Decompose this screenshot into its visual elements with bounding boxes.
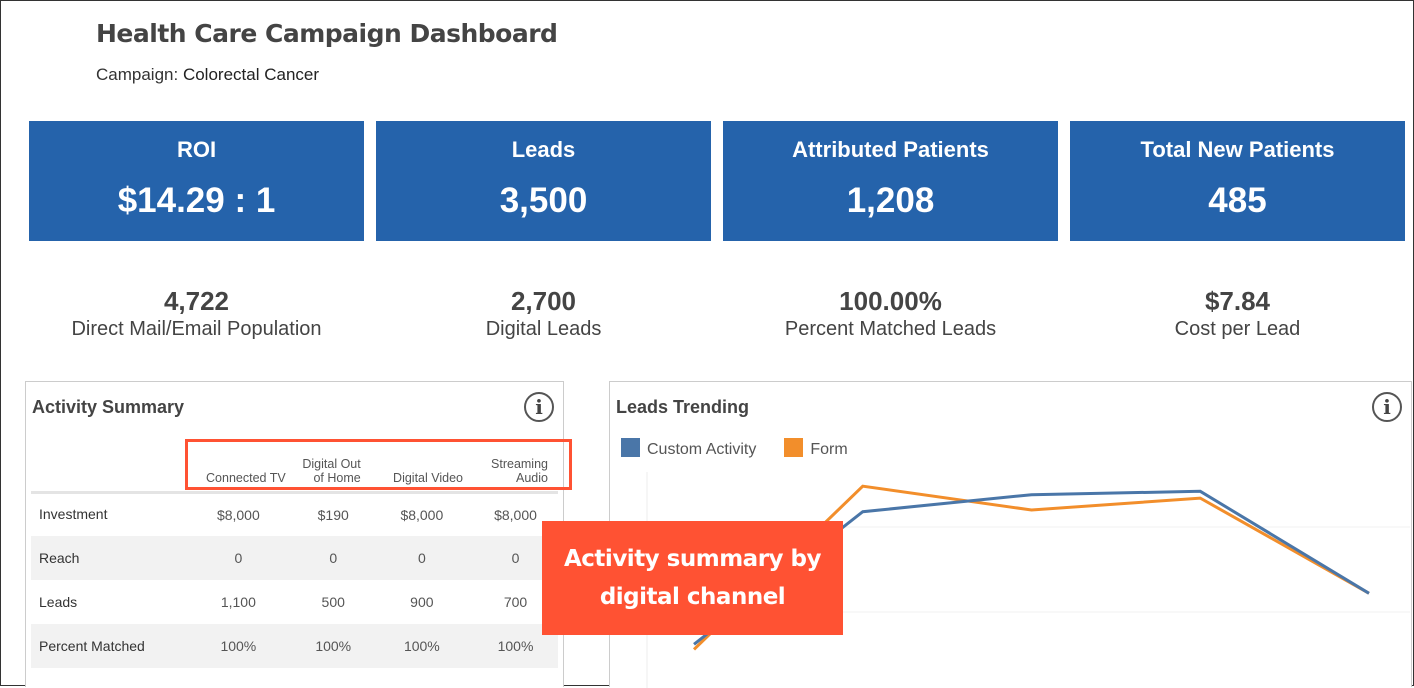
info-icon[interactable]: i — [1372, 392, 1402, 422]
cell: 900 — [410, 594, 434, 610]
campaign-value: Colorectal Cancer — [182, 65, 320, 84]
table-row: Leads 1,100 500 900 700 — [31, 580, 558, 624]
cell: 0 — [295, 536, 371, 580]
kpi-roi: ROI $14.29 : 1 — [29, 121, 364, 241]
panel-title: Leads Trending — [616, 397, 750, 417]
cell: $8,000 — [494, 506, 537, 523]
cell: $8,000 — [400, 506, 444, 523]
column-header: Connected TV — [181, 437, 296, 494]
kpi-label: Attributed Patients — [792, 137, 989, 162]
stat-direct-mail: 4,722 Direct Mail/Email Population — [29, 286, 364, 341]
cell: $190 — [317, 506, 349, 523]
legend-swatch — [784, 438, 804, 457]
activity-table: Connected TV Digital Out of Home Digital… — [31, 437, 558, 668]
panel-title: Activity Summary — [32, 397, 185, 417]
kpi-value: 1,208 — [846, 181, 935, 220]
cell: $8,000 — [216, 506, 260, 523]
page-title: Health Care Campaign Dashboard — [96, 19, 558, 48]
legend-item[interactable]: Custom Activity — [621, 438, 756, 459]
row-label: Leads — [39, 593, 78, 610]
stat-label: Direct Mail/Email Population — [71, 318, 322, 340]
column-header: Digital Video — [370, 437, 473, 494]
legend-label: Form — [810, 441, 848, 458]
cell: 1,100 — [220, 594, 256, 610]
column-header: Digital Out of Home — [295, 437, 371, 494]
stat-cost-per-lead: $7.84 Cost per Lead — [1070, 286, 1405, 341]
stat-percent-matched: 100.00% Percent Matched Leads — [723, 286, 1058, 341]
column-header: Streaming Audio — [473, 437, 558, 494]
legend-label: Custom Activity — [647, 441, 757, 458]
stat-value: $7.84 — [1204, 286, 1271, 316]
stat-value: 4,722 — [163, 286, 230, 316]
stat-label: Digital Leads — [485, 318, 602, 340]
table-row: Investment $8,000 $190 $8,000 $8,000 — [31, 492, 558, 536]
highlight-box — [185, 439, 572, 490]
kpi-attributed-patients: Attributed Patients 1,208 — [723, 121, 1058, 241]
chart-legend: Custom Activity Form — [621, 438, 848, 459]
cell: 700 — [503, 594, 528, 610]
kpi-label: Leads — [511, 137, 576, 162]
stat-digital-leads: 2,700 Digital Leads — [376, 286, 711, 341]
legend-item[interactable]: Form — [784, 438, 848, 459]
annotation-callout: Activity summary by digital channel — [542, 521, 843, 635]
cell: 100% — [295, 624, 371, 668]
cell: 0 — [181, 536, 296, 580]
cell: 0 — [370, 536, 473, 580]
row-label: Investment — [39, 506, 108, 523]
cell: 100% — [181, 624, 296, 668]
stat-value: 2,700 — [510, 286, 577, 316]
cell: 500 — [321, 594, 345, 610]
stat-label: Percent Matched Leads — [784, 318, 997, 340]
row-label: Reach — [31, 536, 181, 580]
kpi-value: 3,500 — [499, 181, 588, 220]
campaign-line: Campaign: Colorectal Cancer — [96, 65, 319, 85]
stat-value: 100.00% — [839, 286, 942, 316]
table-row: Percent Matched 100% 100% 100% 100% — [31, 624, 558, 668]
kpi-leads: Leads 3,500 — [376, 121, 711, 241]
kpi-value: 485 — [1208, 181, 1267, 220]
table-row: Reach 0 0 0 0 — [31, 536, 558, 580]
kpi-label: Total New Patients — [1140, 137, 1335, 162]
legend-swatch — [621, 438, 640, 457]
stat-label: Cost per Lead — [1174, 318, 1301, 340]
campaign-label: Campaign: — [96, 65, 179, 84]
cell: 100% — [370, 624, 473, 668]
kpi-total-new-patients: Total New Patients 485 — [1070, 121, 1405, 241]
activity-summary-panel: Activity Summary i Connected TV Digital … — [25, 381, 564, 687]
kpi-label: ROI — [176, 137, 217, 162]
row-label: Percent Matched — [31, 624, 181, 668]
info-icon[interactable]: i — [524, 392, 554, 422]
kpi-value: $14.29 : 1 — [117, 181, 276, 220]
